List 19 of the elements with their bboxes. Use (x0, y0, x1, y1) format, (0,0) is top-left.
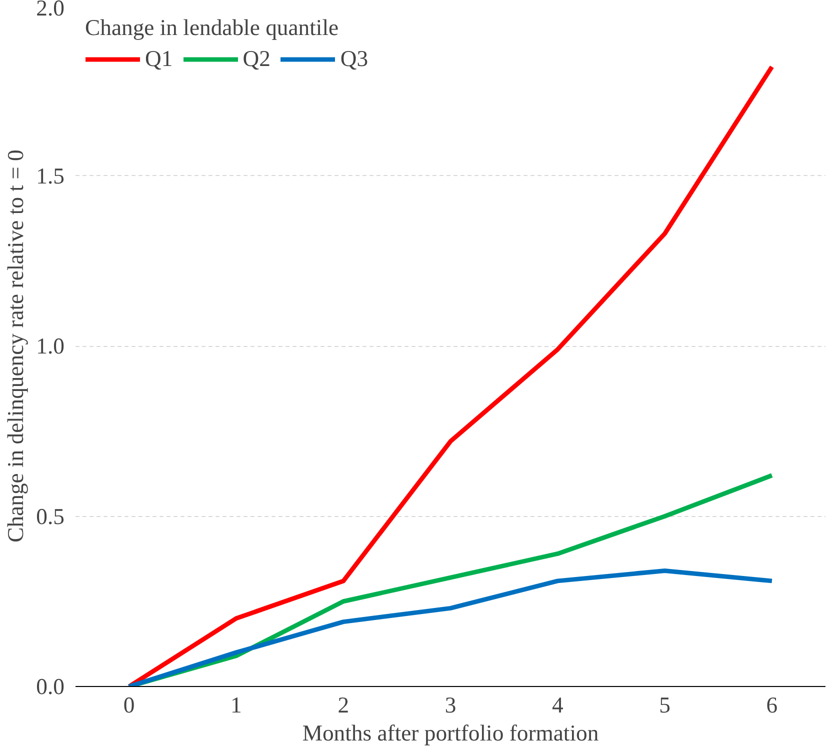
y-tick-label: 0.0 (36, 674, 65, 699)
x-axis-title: Months after portfolio formation (302, 720, 599, 746)
x-tick-label: 1 (230, 692, 242, 718)
y-axis-title: Change in delinquency rate relative to t = 0 (3, 150, 28, 542)
x-tick-label: 3 (444, 692, 456, 718)
x-tick-label: 5 (659, 692, 670, 718)
y-tick-label: 1.0 (36, 334, 65, 358)
x-tick-label: 0 (123, 692, 135, 718)
line-series (126, 568, 774, 686)
y-tick-label: 1.5 (36, 163, 65, 188)
legend-label: Q2 (242, 46, 270, 72)
legend-title: Change in lendable quantile (85, 15, 340, 41)
x-tick-label: 2 (338, 692, 350, 718)
x-tick-label: 4 (552, 692, 564, 718)
y-tick-label: 2.0 (36, 0, 65, 20)
x-tick-label: 6 (766, 692, 778, 718)
legend-label: Q3 (340, 46, 368, 72)
legend-label: Q1 (145, 46, 173, 72)
y-tick-label: 0.5 (36, 504, 65, 529)
